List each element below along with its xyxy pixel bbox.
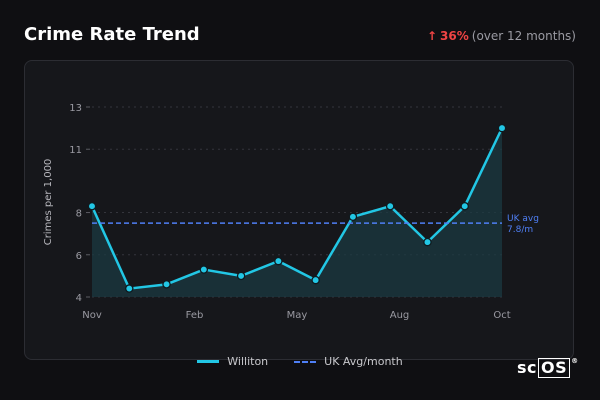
y-tick-label: 4 bbox=[76, 293, 82, 304]
data-point bbox=[460, 201, 469, 211]
data-point bbox=[385, 201, 395, 211]
y-tick-label: 13 bbox=[69, 103, 82, 114]
change-percent: 36% bbox=[440, 29, 469, 43]
legend-swatch-solid bbox=[197, 360, 220, 363]
x-tick-label: May bbox=[287, 310, 308, 321]
series-area bbox=[92, 128, 502, 297]
x-tick-label: Aug bbox=[390, 310, 410, 321]
data-point bbox=[497, 123, 507, 133]
x-tick-label: Oct bbox=[493, 310, 510, 321]
legend-label-reference: UK Avg/month bbox=[324, 355, 403, 368]
data-point bbox=[236, 271, 246, 281]
data-point bbox=[199, 265, 209, 274]
line-chart: 4 6 8 11 13 Crimes per 1,000 Nov Feb May Aug Oct UK… bbox=[43, 103, 539, 321]
data-point bbox=[162, 280, 171, 289]
x-tick-label: Feb bbox=[186, 310, 204, 321]
logo-text-os: OS bbox=[538, 358, 571, 378]
reference-label: UK avg bbox=[507, 214, 539, 224]
chart-title: Crime Rate Trend bbox=[24, 24, 200, 45]
x-tick-label: Nov bbox=[82, 310, 102, 321]
data-point bbox=[311, 275, 320, 285]
change-summary: ↑ 36% (over 12 months) bbox=[427, 29, 576, 43]
data-point bbox=[125, 284, 134, 293]
y-tick-label: 6 bbox=[76, 251, 82, 262]
series-line bbox=[90, 127, 504, 290]
data-point bbox=[274, 256, 283, 266]
legend-item-reference: UK Avg/month bbox=[294, 355, 403, 368]
legend-item-series: Williton bbox=[197, 355, 268, 368]
data-point bbox=[423, 237, 432, 247]
y-axis-label: Crimes per 1,000 bbox=[43, 159, 54, 246]
arrow-up-icon: ↑ bbox=[426, 29, 438, 43]
y-tick-label: 11 bbox=[69, 145, 82, 156]
y-tick-label: 8 bbox=[76, 209, 82, 220]
logo-text-sc: sc bbox=[517, 358, 538, 377]
reference-value-label: 7.8/m bbox=[507, 225, 533, 235]
brand-logo: sc OS ® bbox=[517, 357, 579, 378]
legend-swatch-dashed bbox=[294, 360, 317, 363]
chart-card: 4 6 8 11 13 Crimes per 1,000 Nov Feb May Aug Oct UK… bbox=[24, 60, 574, 360]
legend: Williton UK Avg/month bbox=[0, 355, 600, 368]
change-note: (over 12 months) bbox=[471, 29, 576, 43]
legend-label-series: Williton bbox=[227, 355, 269, 368]
data-point bbox=[87, 201, 97, 211]
logo-registered-mark: ® bbox=[571, 357, 579, 365]
data-point bbox=[348, 212, 358, 222]
